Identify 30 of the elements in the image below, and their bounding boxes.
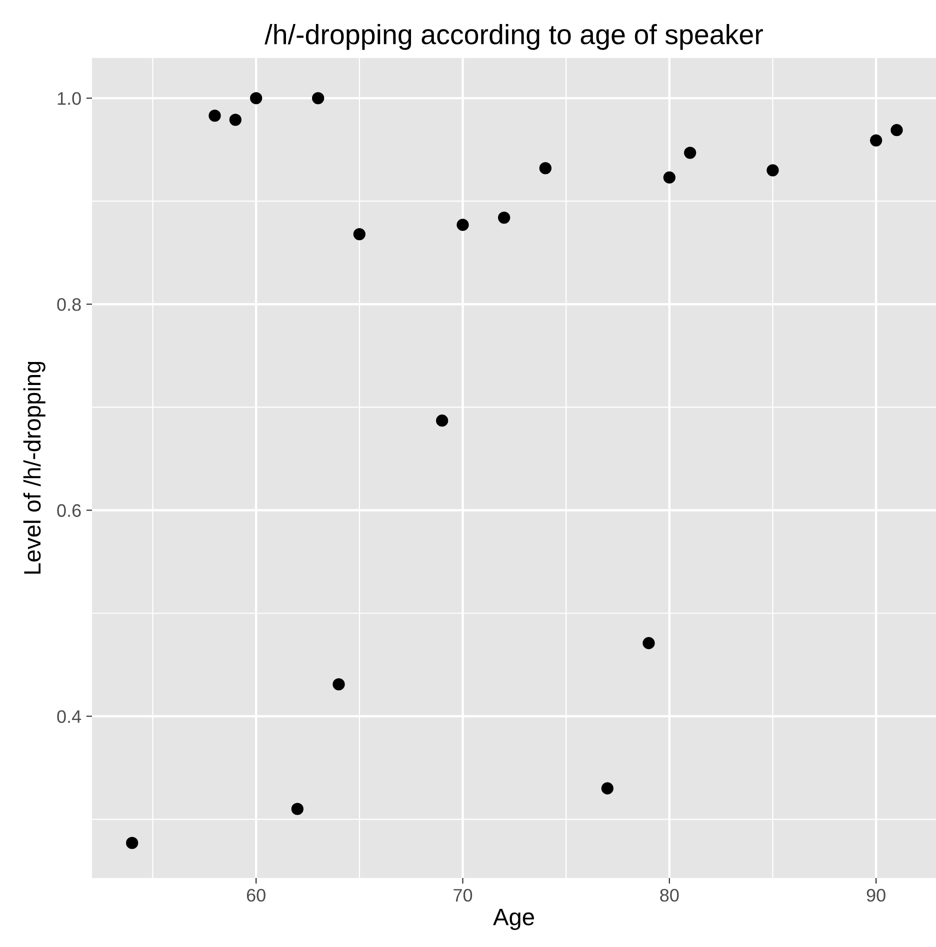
point: [353, 228, 366, 240]
y-tick-label: 0.4: [57, 710, 82, 723]
point: [684, 146, 696, 159]
chart-title: /h/-dropping according to age of speaker: [264, 24, 763, 50]
point: [642, 637, 655, 650]
point: [766, 164, 779, 176]
y-axis-title: Level of /h/-dropping: [23, 362, 46, 574]
x-axis-title: Age: [493, 908, 534, 930]
point: [601, 782, 614, 794]
point: [890, 124, 903, 136]
x-tick-label: 60: [246, 888, 266, 902]
x-tick-label: 70: [454, 888, 472, 902]
x-tick-label: 80: [660, 888, 679, 902]
point: [126, 836, 138, 850]
point: [229, 114, 242, 126]
point: [291, 802, 304, 816]
point: [208, 110, 221, 122]
point: [498, 212, 510, 224]
point: [436, 414, 448, 427]
x-tick-label: 90: [866, 888, 886, 902]
point: [312, 92, 324, 104]
y-tick-label: 1.0: [58, 92, 81, 105]
point: [250, 92, 262, 104]
point: [332, 678, 345, 690]
point: [663, 171, 676, 184]
point: [870, 134, 882, 146]
y-tick-label: 0.6: [57, 504, 81, 517]
point: [456, 218, 469, 231]
y-tick-label: 0.8: [57, 298, 81, 311]
point: [539, 162, 552, 174]
